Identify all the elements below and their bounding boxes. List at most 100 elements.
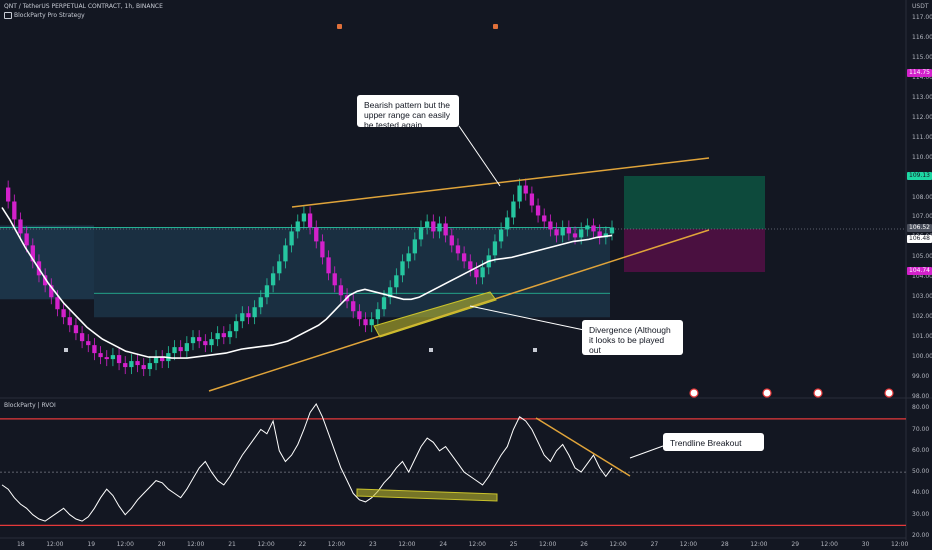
trendline-breakout-note[interactable]: Trendline Breakout <box>663 433 764 451</box>
candle-body[interactable] <box>277 261 282 274</box>
candle-body[interactable] <box>609 227 615 234</box>
candle-body[interactable] <box>542 215 547 222</box>
candle-body[interactable] <box>461 253 467 262</box>
candle-body[interactable] <box>400 261 405 276</box>
candle-body[interactable] <box>554 229 559 236</box>
candle-body[interactable] <box>190 337 196 344</box>
candle-body[interactable] <box>591 225 596 232</box>
candle-body[interactable] <box>49 285 54 298</box>
candle-body[interactable] <box>357 311 362 320</box>
candle-body[interactable] <box>480 267 485 278</box>
candle-body[interactable] <box>431 221 436 232</box>
candle-body[interactable] <box>505 217 510 230</box>
candle-body[interactable] <box>332 273 337 286</box>
candle-body[interactable] <box>418 227 424 240</box>
candle-body[interactable] <box>203 341 208 346</box>
candle-body[interactable] <box>92 345 97 354</box>
candle-body[interactable] <box>110 355 116 360</box>
candle-body[interactable] <box>535 205 541 216</box>
candle-body[interactable] <box>270 273 276 286</box>
candle-body[interactable] <box>474 269 479 278</box>
candle-body[interactable] <box>579 229 584 238</box>
candle-body[interactable] <box>172 347 177 354</box>
divergence-note[interactable]: Divergence (Although it looks to be play… <box>582 320 683 355</box>
candle-body[interactable] <box>55 297 60 310</box>
divergence-highlight-rvoi[interactable] <box>356 488 498 502</box>
candle-body[interactable] <box>209 339 214 346</box>
candle-body[interactable] <box>135 361 140 366</box>
candle-body[interactable] <box>406 253 411 262</box>
candle-body[interactable] <box>24 233 29 246</box>
candle-body[interactable] <box>227 331 233 338</box>
candle-body[interactable] <box>258 297 263 308</box>
candle-body[interactable] <box>548 221 553 230</box>
news-event-icon[interactable] <box>813 388 823 398</box>
candle-body[interactable] <box>295 221 300 232</box>
candle-body[interactable] <box>79 333 85 342</box>
candle-body[interactable] <box>233 321 239 332</box>
candle-body[interactable] <box>123 363 128 368</box>
candle-body[interactable] <box>375 309 381 320</box>
bearish-pattern-note[interactable]: Bearish pattern but the upper range can … <box>357 95 459 130</box>
rvoi-trendline[interactable] <box>535 417 631 477</box>
candle-body[interactable] <box>12 201 17 220</box>
candle-body[interactable] <box>30 245 35 262</box>
candle-body[interactable] <box>141 365 146 370</box>
visibility-icon[interactable] <box>4 12 12 19</box>
news-event-icon[interactable] <box>689 388 699 398</box>
candle-body[interactable] <box>338 285 344 296</box>
divergence-highlight-price[interactable] <box>373 291 497 338</box>
candle-body[interactable] <box>443 223 448 236</box>
candle-body[interactable] <box>529 193 535 206</box>
candle-body[interactable] <box>492 241 498 256</box>
candle-body[interactable] <box>498 229 504 242</box>
candle-body[interactable] <box>523 185 528 194</box>
candle-body[interactable] <box>264 285 270 298</box>
candle-body[interactable] <box>412 239 417 254</box>
candle-body[interactable] <box>221 333 226 338</box>
candle-body[interactable] <box>197 337 202 342</box>
candle-body[interactable] <box>98 353 103 358</box>
candle-body[interactable] <box>42 275 48 286</box>
candle-body[interactable] <box>424 221 430 228</box>
candle-body[interactable] <box>314 227 319 242</box>
candle-body[interactable] <box>572 233 578 238</box>
candle-body[interactable] <box>363 319 368 326</box>
candle-body[interactable] <box>73 325 79 334</box>
news-event-icon[interactable] <box>884 388 894 398</box>
candle-body[interactable] <box>116 355 122 364</box>
candle-body[interactable] <box>597 231 602 238</box>
candle-body[interactable] <box>351 301 356 312</box>
candle-body[interactable] <box>455 245 461 254</box>
candle-body[interactable] <box>86 341 91 346</box>
candle-body[interactable] <box>394 275 399 288</box>
candle-body[interactable] <box>289 231 294 246</box>
signal-marker[interactable] <box>533 348 537 352</box>
candle-body[interactable] <box>566 227 572 234</box>
signal-marker[interactable] <box>64 348 68 352</box>
candle-body[interactable] <box>147 363 153 370</box>
candle-body[interactable] <box>246 313 251 318</box>
upper-trendline[interactable] <box>291 157 710 208</box>
candle-body[interactable] <box>67 317 72 326</box>
candle-body[interactable] <box>301 213 307 222</box>
take-profit-zone[interactable] <box>624 176 765 229</box>
candle-body[interactable] <box>468 261 473 270</box>
candle-body[interactable] <box>6 187 11 202</box>
candle-body[interactable] <box>129 361 134 368</box>
candle-body[interactable] <box>437 223 442 232</box>
candle-body[interactable] <box>178 347 183 352</box>
signal-marker[interactable] <box>429 348 433 352</box>
candle-body[interactable] <box>511 201 516 218</box>
candle-body[interactable] <box>240 313 245 322</box>
candle-body[interactable] <box>283 245 288 262</box>
candle-body[interactable] <box>369 319 374 326</box>
candle-body[interactable] <box>215 333 220 340</box>
candle-body[interactable] <box>388 287 393 298</box>
event-marker[interactable] <box>493 24 498 29</box>
candle-body[interactable] <box>449 235 454 246</box>
candle-body[interactable] <box>104 357 109 360</box>
candle-body[interactable] <box>252 307 257 318</box>
candle-body[interactable] <box>585 225 590 230</box>
